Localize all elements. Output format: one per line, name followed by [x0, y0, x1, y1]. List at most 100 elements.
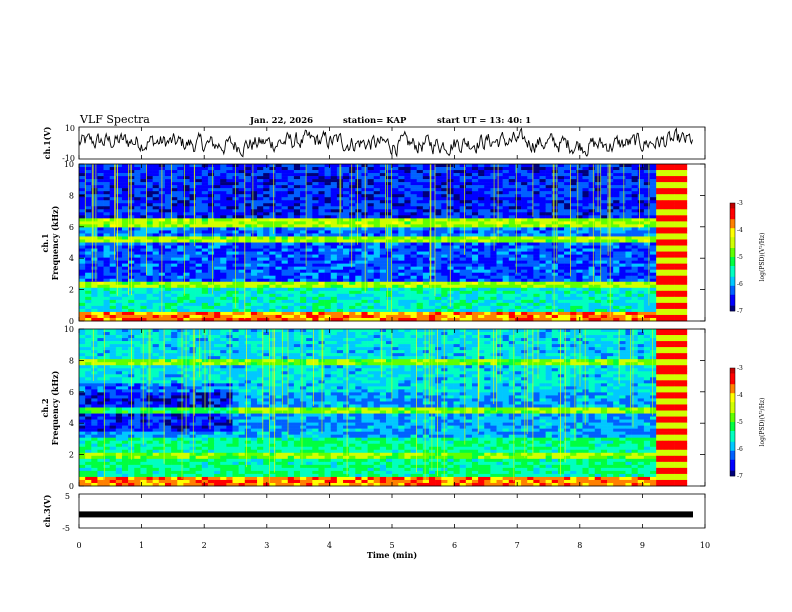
spectrogram-cell	[465, 305, 473, 310]
spectrogram-cell	[680, 266, 688, 270]
spectrogram-cell	[398, 299, 405, 304]
spectrogram-cell	[183, 221, 190, 225]
spectrogram-cell	[422, 230, 430, 234]
spectrogram-cell	[379, 185, 387, 189]
spectrogram-cell	[594, 305, 602, 310]
spectrogram-cell	[631, 230, 639, 234]
spectrogram-cell	[238, 233, 246, 237]
spectrogram-cell	[564, 275, 571, 280]
spectrogram-cell	[201, 263, 209, 267]
spectrogram-cell	[85, 263, 92, 267]
spectrogram-cell	[435, 242, 442, 246]
spectrogram-cell	[662, 194, 669, 198]
spectrogram-cell	[551, 299, 559, 304]
spectrogram-cell	[398, 290, 405, 295]
spectrogram-cell	[146, 251, 153, 255]
spectrogram-cell	[134, 302, 141, 307]
spectrogram-cell	[293, 173, 301, 177]
spectrogram-cell	[557, 263, 565, 267]
spectrogram-cell	[564, 269, 571, 273]
spectrogram-cell	[674, 164, 682, 168]
spectrogram-cell	[195, 233, 203, 237]
spectrogram-cell	[637, 212, 645, 216]
spectrogram-cell	[121, 290, 129, 295]
spectrogram-cell	[201, 191, 209, 195]
spectrogram-cell	[355, 254, 362, 258]
spectrogram-cell	[625, 287, 632, 292]
spectrogram-cell	[392, 176, 399, 180]
spectrogram-cell	[539, 176, 546, 180]
spectrogram-cell	[422, 206, 430, 210]
spectrogram-cell	[496, 170, 503, 174]
spectrogram-cell	[214, 302, 221, 307]
spectrogram-cell	[502, 203, 510, 207]
spectrogram-cell	[539, 257, 546, 261]
spectrogram-cell	[459, 236, 467, 240]
spectrogram-cell	[140, 272, 147, 277]
spectrogram-cell	[471, 287, 479, 292]
spectrogram-cell	[521, 188, 528, 192]
spectrogram-cell	[453, 257, 460, 261]
spectrogram-cell	[435, 170, 442, 174]
spectrogram-cell	[465, 185, 473, 189]
spectrogram-cell	[619, 164, 626, 168]
spectrogram-cell	[121, 239, 129, 243]
spectrogram-cell	[134, 179, 141, 183]
spectrogram-cell	[79, 311, 86, 316]
spectrogram-cell	[404, 221, 411, 225]
spectrogram-cell	[471, 206, 479, 210]
spectrogram-cell	[318, 245, 325, 249]
spectrogram-cell	[521, 245, 528, 249]
spectrogram-cell	[496, 275, 503, 280]
spectrogram-cell	[502, 257, 510, 261]
spectrogram-cell	[674, 236, 682, 240]
spectrogram-cell	[502, 236, 510, 240]
spectrogram-cell	[177, 200, 184, 204]
spectrogram-cell	[588, 206, 596, 210]
spectrogram-cell	[115, 293, 123, 298]
spectrogram-cell	[600, 251, 608, 255]
spectrogram-cell	[257, 302, 264, 307]
spectrogram-cell	[435, 227, 442, 231]
spectrogram-cell	[324, 263, 332, 267]
spectrogram-cell	[189, 278, 196, 283]
spectrogram-cell	[361, 242, 368, 246]
spectrogram-cell	[349, 275, 356, 280]
spectrogram-cell	[330, 188, 338, 192]
spectrogram-cell	[404, 185, 411, 189]
spectrogram-cell	[195, 269, 203, 273]
spectrogram-cell	[152, 296, 160, 301]
spectrogram-cell	[373, 266, 381, 270]
spectrogram-cell	[422, 164, 430, 168]
spectrogram-cell	[79, 197, 86, 201]
spectrogram-cell	[207, 179, 215, 183]
spectrogram-cell	[244, 254, 252, 258]
spectrogram-cell	[349, 167, 356, 171]
spectrogram-cell	[668, 275, 675, 280]
spectrogram-cell	[103, 233, 110, 237]
spectrogram-cell	[269, 164, 276, 168]
spectrogram-cell	[171, 188, 178, 192]
spectrogram-cell	[244, 302, 252, 307]
spectrogram-cell	[551, 206, 559, 210]
spectrogram-cell	[496, 278, 503, 283]
spectrogram-cell	[459, 176, 467, 180]
spectrogram-cell	[631, 311, 639, 316]
spectrogram-cell	[121, 215, 129, 219]
spectrogram-cell	[164, 290, 172, 295]
spectrogram-cell	[643, 299, 651, 304]
spectrogram-cell	[244, 314, 252, 319]
spectrogram-cell	[625, 164, 632, 168]
spectrogram-cell	[220, 200, 227, 204]
spectrogram-cell	[588, 215, 596, 219]
spectrogram-cell	[79, 254, 86, 258]
spectrogram-cell	[115, 281, 123, 286]
spectrogram-cell	[680, 251, 688, 255]
spectrogram-cell	[386, 254, 393, 258]
spectrogram-cell	[244, 197, 252, 201]
spectrogram-cell	[643, 239, 651, 243]
spectrogram-cell	[564, 206, 571, 210]
spectrogram-cell	[441, 281, 448, 286]
spectrogram-cell	[379, 260, 387, 264]
spectrogram-cell	[183, 173, 190, 177]
